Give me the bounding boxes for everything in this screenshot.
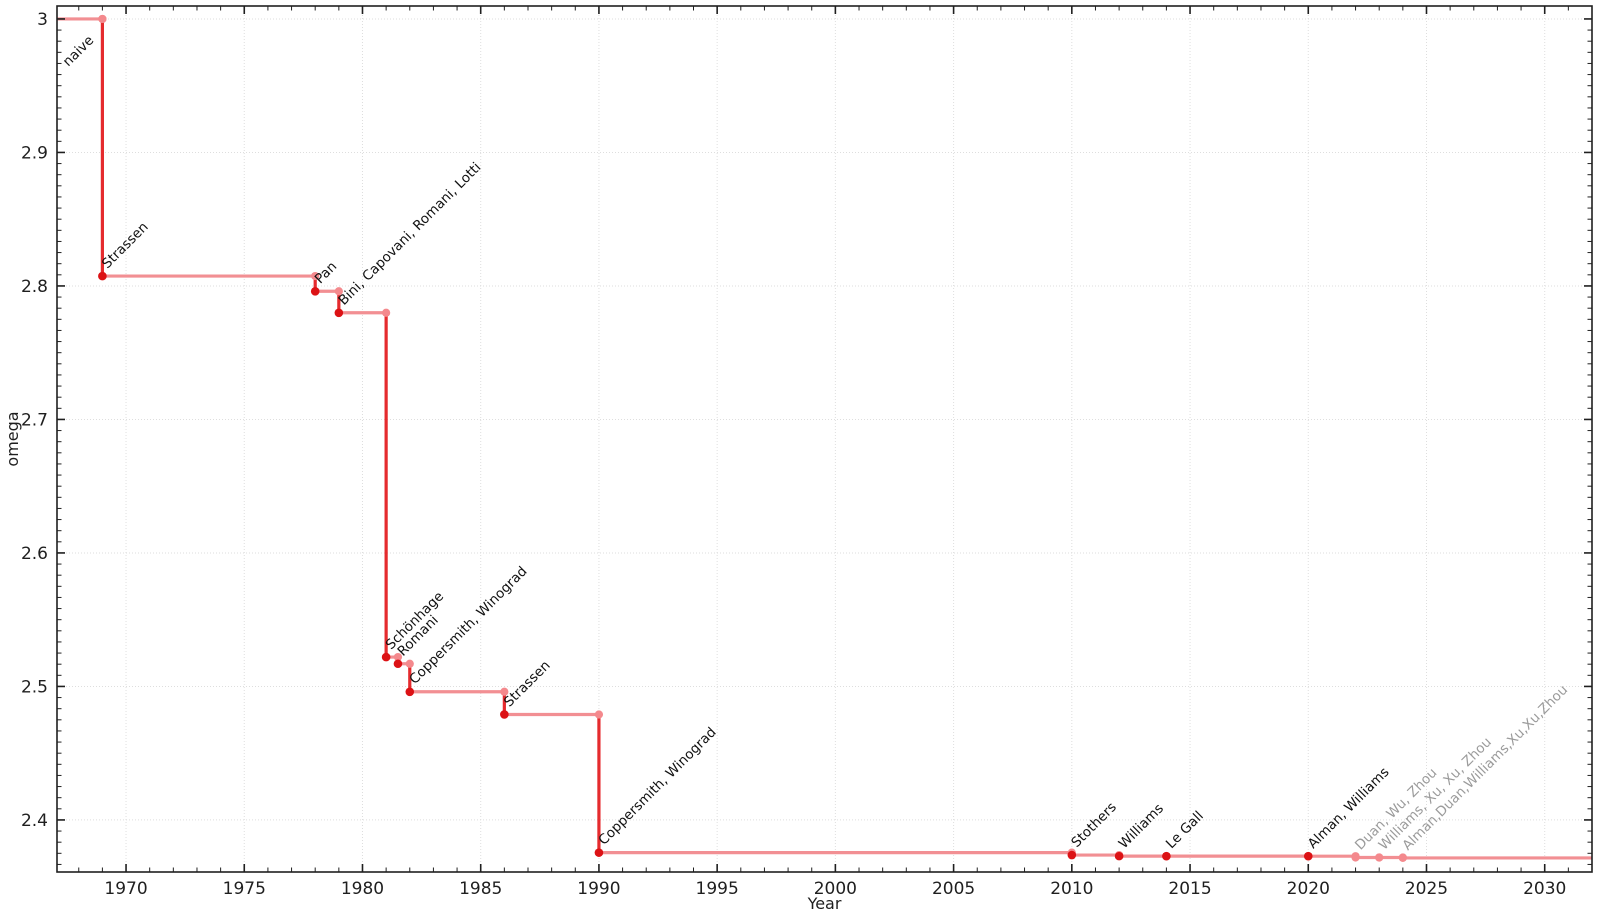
data-point-label: Williams, Xu, Xu, Zhou — [1376, 734, 1495, 853]
data-point-label: Williams — [1116, 801, 1167, 852]
major-ticks — [57, 6, 1592, 872]
x-tick-label: 1990 — [577, 879, 620, 899]
data-point — [393, 659, 403, 669]
x-tick-label: 2020 — [1287, 879, 1330, 899]
y-tick-label: 2.8 — [21, 277, 48, 297]
data-point — [381, 652, 391, 662]
x-tick-label: 1980 — [341, 879, 384, 899]
data-point — [98, 271, 107, 281]
data-point — [594, 848, 604, 857]
data-markers — [98, 14, 1407, 863]
minor-ticks — [57, 6, 1592, 872]
y-tick-label: 2.9 — [21, 143, 48, 163]
y-tick-label: 3 — [37, 10, 48, 30]
x-tick-label: 2030 — [1523, 879, 1566, 899]
data-point — [310, 286, 320, 296]
data-point — [1303, 851, 1313, 861]
data-point-label: Strassen — [501, 658, 554, 711]
data-point-label: Le Gall — [1163, 808, 1207, 852]
data-point — [1162, 851, 1171, 861]
data-point — [405, 687, 415, 697]
step-corner-point — [594, 710, 604, 719]
plot-border — [56, 5, 1593, 873]
data-point — [1375, 853, 1384, 862]
x-tick-label: 2025 — [1405, 879, 1448, 899]
y-tick-label: 2.7 — [21, 410, 48, 430]
grid-lines — [57, 6, 1592, 872]
step-corner-point — [405, 659, 414, 668]
data-point-label: Strassen — [99, 219, 152, 272]
data-point-label: Stothers — [1068, 799, 1120, 851]
data-point — [334, 308, 344, 318]
step-corner-point — [334, 287, 343, 296]
data-point-label: naive — [60, 32, 97, 69]
step-corner-point — [311, 271, 320, 281]
data-point — [1398, 853, 1407, 863]
step-corner-point — [382, 308, 391, 317]
data-point — [1067, 850, 1077, 860]
x-tick-label: 1985 — [459, 879, 502, 899]
data-point — [1114, 851, 1124, 861]
x-tick-label: 2015 — [1168, 879, 1211, 899]
data-point — [500, 710, 509, 719]
step-corner-point — [393, 652, 403, 662]
x-tick-label: 2000 — [814, 879, 857, 899]
x-tick-label: 1975 — [223, 879, 266, 899]
tick-labels: 1970 1975 1980 1985 1990 1995 2000 2005 2010 2015… — [21, 10, 1566, 899]
y-tick-label: 2.5 — [21, 677, 48, 697]
x-tick-label: 2005 — [932, 879, 975, 899]
x-tick-label: 1970 — [104, 879, 147, 899]
step-line — [57, 17, 1592, 860]
y-tick-label: 2.6 — [21, 544, 48, 564]
step-corner-point — [500, 687, 509, 696]
data-point — [98, 14, 107, 24]
data-point — [1351, 853, 1360, 862]
x-tick-label: 2010 — [1050, 879, 1093, 899]
y-axis-title: omega — [3, 411, 22, 467]
x-axis-title: Year — [807, 894, 842, 913]
x-tick-label: 1995 — [696, 879, 739, 899]
data-point-label: Coppersmith, Winograd — [595, 724, 719, 848]
y-tick-label: 2.4 — [21, 811, 48, 831]
